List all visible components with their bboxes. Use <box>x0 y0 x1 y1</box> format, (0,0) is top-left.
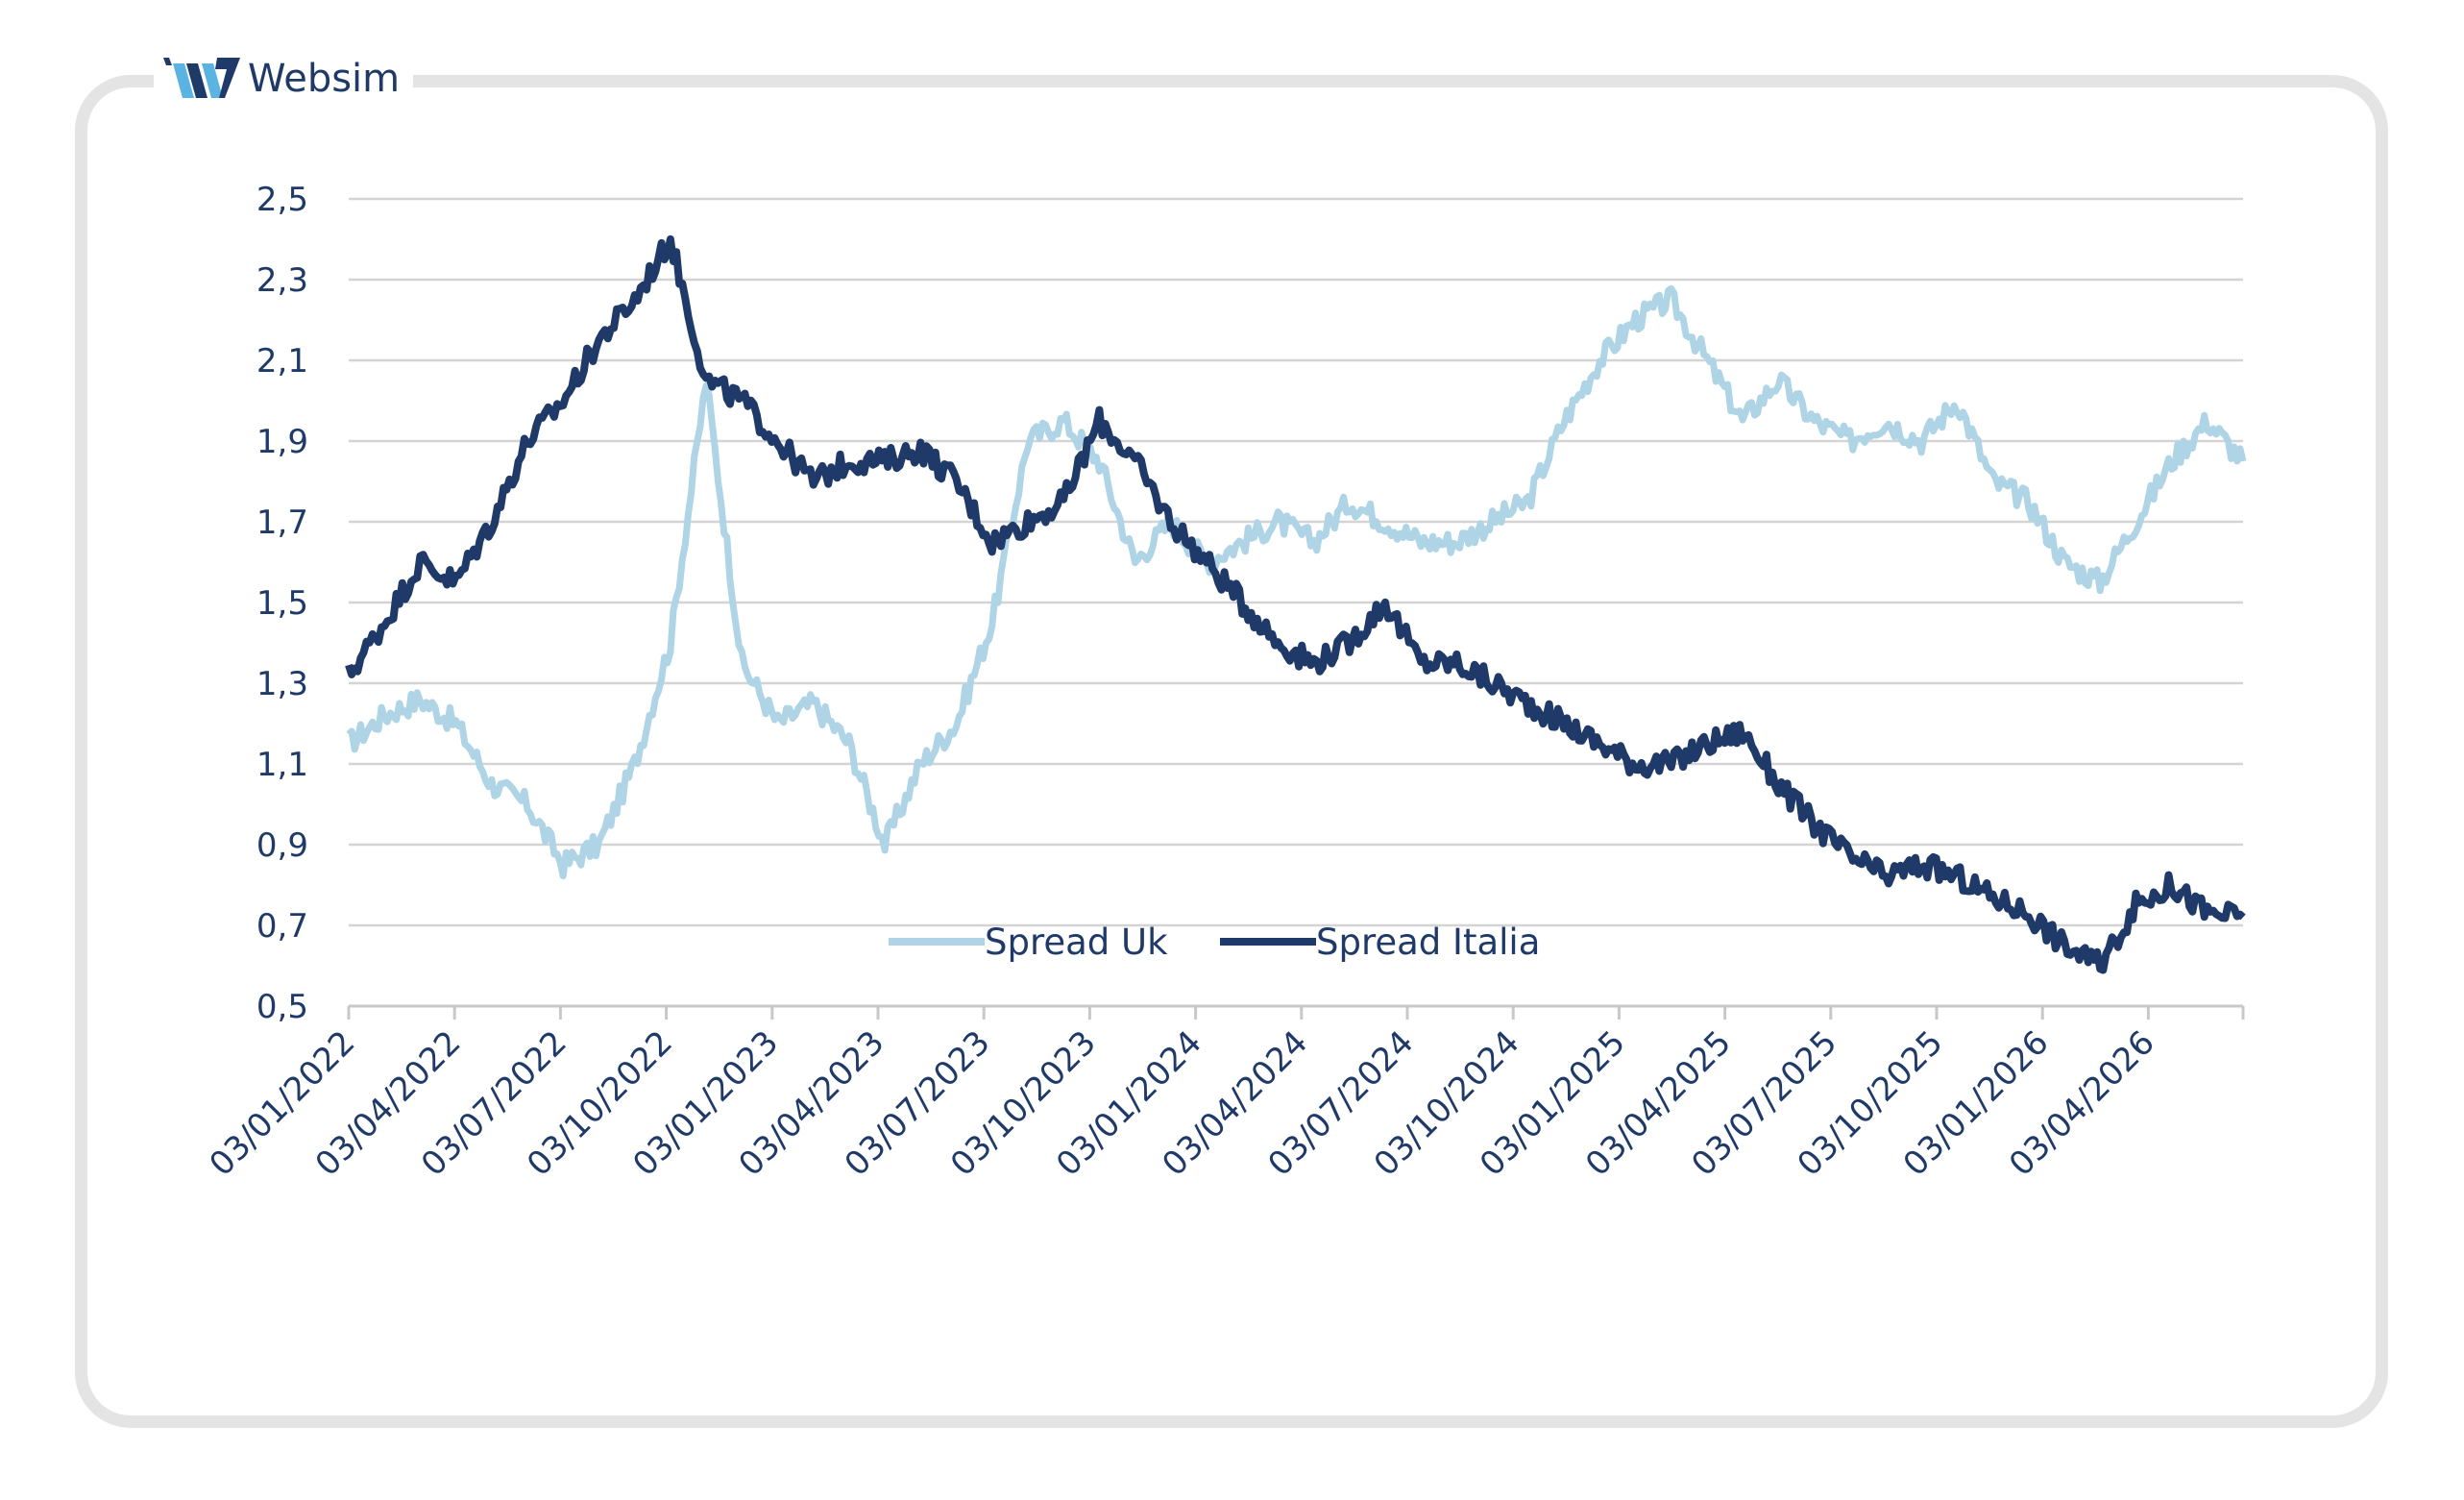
y-tick-label: 2,3 <box>256 261 308 300</box>
websim-logo: Websim <box>154 42 414 115</box>
y-tick-label: 0,7 <box>256 907 308 946</box>
y-tick-label: 2,1 <box>256 342 308 381</box>
y-tick-label: 1,9 <box>256 423 308 461</box>
websim-logo-text: Websim <box>248 57 401 101</box>
y-tick-label: 2,5 <box>256 181 308 219</box>
y-tick-label: 0,9 <box>256 826 308 865</box>
y-tick-label: 0,5 <box>256 988 308 1026</box>
y-tick-label: 1,1 <box>256 746 308 784</box>
series-line-spread-italia <box>345 234 2246 974</box>
series-lines <box>345 234 2247 974</box>
x-axis: 03/01/202203/04/202203/07/202203/10/2022… <box>203 1004 2245 1184</box>
legend: Spread Uk Spread Italia <box>889 922 1540 963</box>
y-tick-label: 1,3 <box>256 665 308 703</box>
series-line-spread-uk <box>346 284 2247 880</box>
legend-label: Spread Uk <box>985 922 1168 963</box>
websim-logo-icon <box>163 58 240 98</box>
y-tick-label: 1,5 <box>256 584 308 623</box>
legend-label: Spread Italia <box>1316 922 1540 963</box>
y-tick-label: 1,7 <box>256 504 308 542</box>
y-axis-ticks: 2,5 2,3 2,1 1,9 1,7 1,5 1,3 1,1 0,9 0,7 0,5 <box>256 181 308 1026</box>
chart-frame <box>75 75 2388 1428</box>
